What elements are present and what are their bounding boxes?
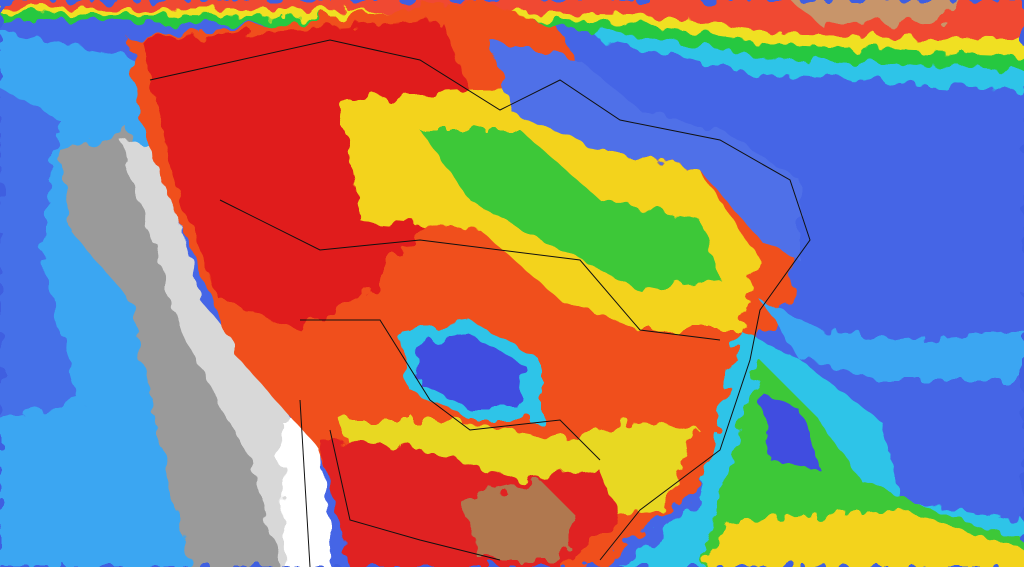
pantanal-blue bbox=[415, 335, 525, 410]
plume-blue bbox=[760, 390, 820, 470]
pacific-blue bbox=[0, 90, 80, 420]
band-brown bbox=[790, 0, 960, 24]
border bbox=[329, 429, 501, 561]
border bbox=[299, 399, 311, 567]
plume-yellow bbox=[700, 510, 1024, 567]
band-red bbox=[0, 0, 1024, 42]
coast-white bbox=[280, 420, 330, 567]
border bbox=[300, 319, 601, 461]
south-brown bbox=[460, 480, 580, 560]
land-green bbox=[420, 130, 720, 290]
coast-lightgray bbox=[120, 140, 330, 567]
coast-gray bbox=[60, 130, 310, 567]
border bbox=[219, 199, 721, 341]
atlantic-light bbox=[760, 300, 1024, 380]
land-blue-ne bbox=[490, 40, 800, 260]
borders bbox=[149, 39, 811, 567]
coastline bbox=[149, 39, 811, 561]
